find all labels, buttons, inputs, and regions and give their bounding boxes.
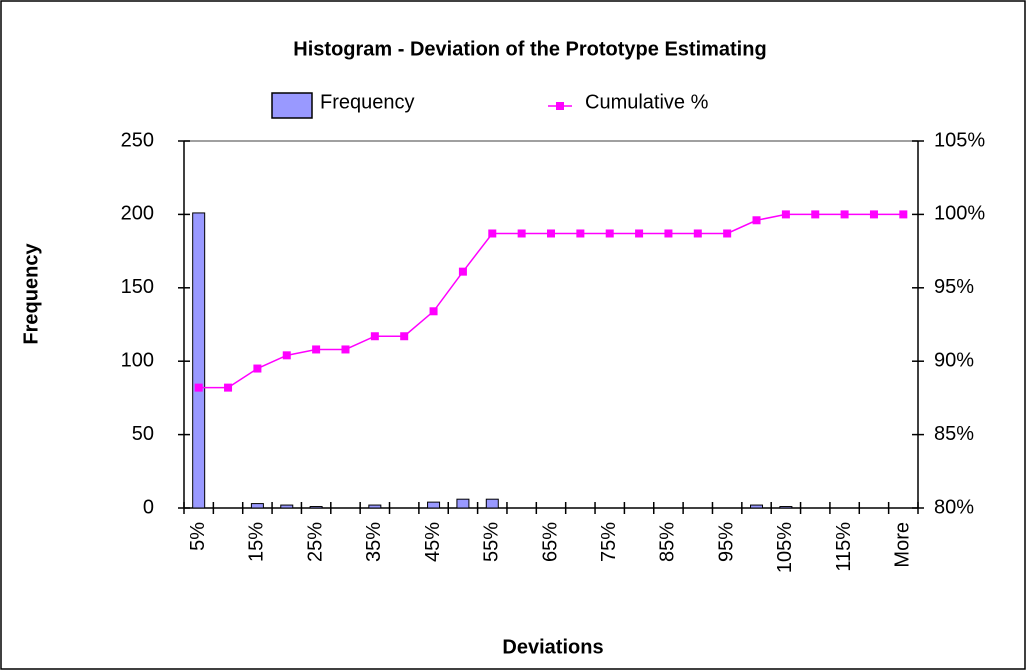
line-marker xyxy=(312,345,321,354)
line-marker xyxy=(811,210,820,219)
line-marker xyxy=(869,210,878,219)
x-tick-label: 55% xyxy=(481,522,503,562)
bar xyxy=(456,498,470,509)
bar xyxy=(309,506,323,509)
x-tick-label: 65% xyxy=(539,522,561,562)
y-tick-label: 50 xyxy=(132,423,154,445)
chart-title: Histogram - Deviation of the Prototype E… xyxy=(293,38,766,60)
line-marker xyxy=(547,229,555,238)
line-marker xyxy=(194,383,203,392)
bar xyxy=(750,504,764,509)
line-marker xyxy=(781,210,790,219)
line-marker xyxy=(723,229,732,238)
line-marker xyxy=(693,229,702,238)
y-tick-label: 100 xyxy=(121,349,154,371)
bar xyxy=(368,504,382,509)
bar xyxy=(485,498,499,509)
x-tick-label: More xyxy=(892,522,914,568)
line-marker xyxy=(400,332,409,341)
y2-tick-label: 100% xyxy=(934,203,985,225)
x-tick-label: 75% xyxy=(598,522,620,562)
bar xyxy=(427,501,441,509)
legend-marker xyxy=(556,102,564,110)
y2-tick-label: 80% xyxy=(934,496,974,518)
line-marker xyxy=(605,229,614,238)
line-marker xyxy=(429,307,438,316)
line-marker xyxy=(664,229,673,238)
bar xyxy=(280,504,294,509)
line-marker xyxy=(517,229,526,238)
x-tick-label: 115% xyxy=(833,522,855,572)
x-tick-label: 45% xyxy=(422,522,444,562)
y2-tick-label: 95% xyxy=(934,276,974,298)
line-marker xyxy=(635,229,644,238)
y-tick-label: 250 xyxy=(121,129,154,151)
y2-tick-label: 85% xyxy=(934,423,974,445)
x-tick-label: 15% xyxy=(246,522,268,562)
x-tick-label: 85% xyxy=(657,522,679,562)
line-marker xyxy=(253,364,262,373)
line-marker xyxy=(370,332,379,341)
y-tick-label: 200 xyxy=(121,203,154,225)
line-marker xyxy=(488,229,497,238)
y-axis-label: Frequency xyxy=(20,243,42,345)
line-marker xyxy=(576,229,585,238)
x-tick-label: 35% xyxy=(363,522,385,562)
x-tick-label: 95% xyxy=(715,522,737,562)
line-marker xyxy=(341,345,350,354)
line-marker xyxy=(224,383,233,392)
line-marker xyxy=(752,216,761,225)
line-marker xyxy=(458,267,467,276)
legend-swatch xyxy=(271,92,313,119)
line-marker xyxy=(899,210,908,219)
x-tick-label: 5% xyxy=(187,522,209,551)
x-tick-label: 25% xyxy=(304,522,326,562)
line-marker xyxy=(840,210,849,219)
bar xyxy=(192,212,206,509)
y-tick-label: 150 xyxy=(121,276,154,298)
y2-tick-label: 90% xyxy=(934,349,974,371)
bar xyxy=(250,503,264,509)
y2-tick-label: 105% xyxy=(934,129,985,151)
bar xyxy=(779,506,793,509)
legend-label: Frequency xyxy=(320,91,415,113)
line-marker xyxy=(282,351,291,360)
y-tick-label: 0 xyxy=(143,496,154,518)
x-tick-label: 105% xyxy=(774,522,796,573)
x-axis-label: Deviations xyxy=(502,636,603,658)
legend-label: Cumulative % xyxy=(585,91,709,113)
